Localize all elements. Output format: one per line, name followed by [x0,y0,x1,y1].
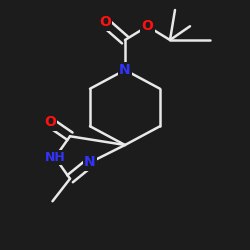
Text: NH: NH [44,151,66,164]
Text: N: N [119,63,131,77]
Text: O: O [44,116,56,130]
Text: O: O [142,19,154,33]
Text: O: O [99,16,111,30]
Text: N: N [84,156,96,170]
